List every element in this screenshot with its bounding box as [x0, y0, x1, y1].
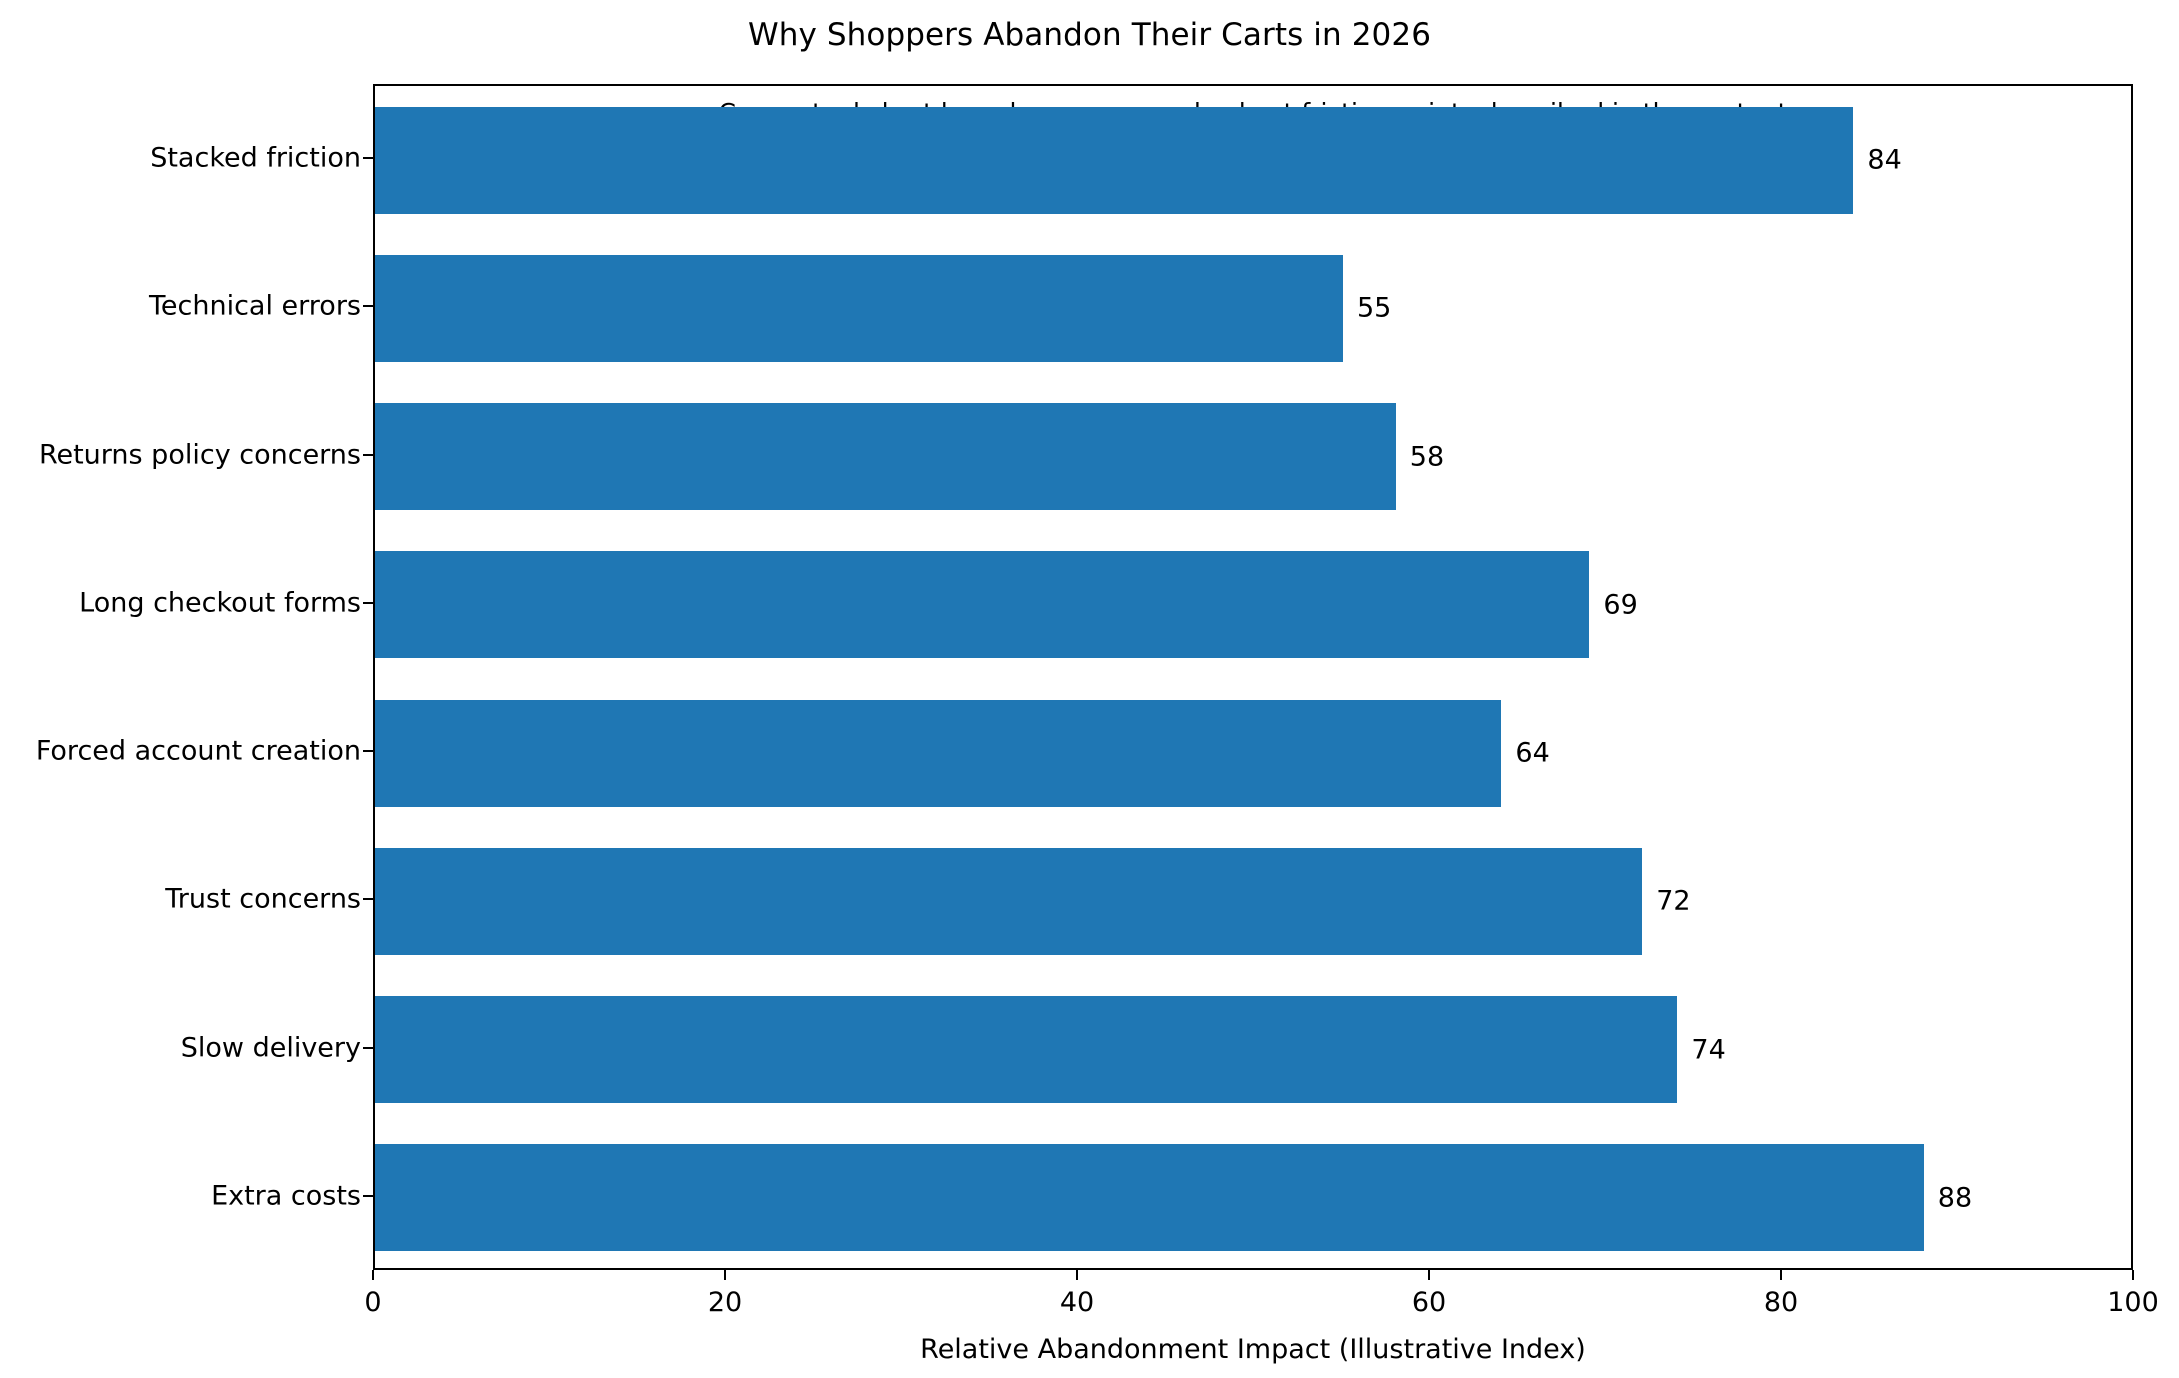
y-tick-mark	[363, 601, 373, 604]
bar[interactable]	[375, 996, 1678, 1104]
y-tick-label: Returns policy concerns	[38, 439, 361, 471]
y-tick-label: Slow delivery	[180, 1032, 361, 1064]
x-tick-label: 80	[1763, 1287, 1799, 1318]
y-tick-mark	[363, 898, 373, 901]
bar-row: 74	[375, 996, 2135, 1104]
x-tick-mark	[1076, 1270, 1078, 1280]
bar-value-label: 58	[1409, 441, 1445, 473]
y-tick-label: Technical errors	[149, 290, 361, 322]
x-tick-label: 0	[364, 1287, 382, 1318]
x-tick-mark	[372, 1270, 374, 1280]
y-tick-label: Long checkout forms	[79, 587, 361, 619]
bar-row: 58	[375, 403, 2135, 511]
y-tick-label: Extra costs	[211, 1180, 361, 1212]
x-tick-mark	[1428, 1270, 1430, 1280]
x-axis-label: Relative Abandonment Impact (Illustrativ…	[920, 1334, 1586, 1365]
y-tick-label: Forced account creation	[35, 735, 361, 767]
bar-row: 72	[375, 847, 2135, 955]
bar-row: 64	[375, 699, 2135, 807]
bar-value-label: 69	[1603, 589, 1638, 621]
chart-title: Why Shoppers Abandon Their Carts in 2026	[747, 17, 1432, 53]
bar-value-label: 64	[1515, 737, 1550, 769]
y-tick-label: Trust concerns	[165, 883, 361, 915]
x-tick-label: 60	[1411, 1287, 1447, 1318]
bar-value-label: 55	[1357, 292, 1392, 324]
plot-area: Conceptual chart based on common checkou…	[373, 84, 2133, 1270]
bar-row: 84	[375, 106, 2135, 214]
y-tick-mark	[363, 305, 373, 308]
bar[interactable]	[375, 1144, 1924, 1252]
bar[interactable]	[375, 403, 1396, 511]
bar-value-label: 74	[1691, 1034, 1726, 1066]
x-tick-mark	[2132, 1270, 2134, 1280]
x-tick-mark	[724, 1270, 726, 1280]
x-tick-label: 20	[707, 1287, 743, 1318]
y-tick-mark	[363, 157, 373, 160]
bar-value-label: 88	[1937, 1182, 1973, 1214]
x-tick-mark	[1780, 1270, 1782, 1280]
y-tick-label: Stacked friction	[150, 142, 361, 174]
y-tick-mark	[363, 453, 373, 456]
bar[interactable]	[375, 847, 1643, 955]
bar-row: 55	[375, 254, 2135, 362]
bar-value-label: 72	[1656, 885, 1691, 917]
y-tick-mark	[363, 1194, 373, 1197]
y-tick-mark	[363, 750, 373, 753]
bar[interactable]	[375, 551, 1590, 659]
bar[interactable]	[375, 699, 1502, 807]
bar[interactable]	[375, 106, 1854, 214]
bar-value-label: 84	[1867, 144, 1902, 176]
bar-row: 69	[375, 551, 2135, 659]
x-tick-label: 40	[1059, 1287, 1095, 1318]
x-tick-label: 100	[2107, 1287, 2159, 1318]
y-tick-mark	[363, 1046, 373, 1049]
bar[interactable]	[375, 254, 1343, 362]
bar-row: 88	[375, 1144, 2135, 1252]
